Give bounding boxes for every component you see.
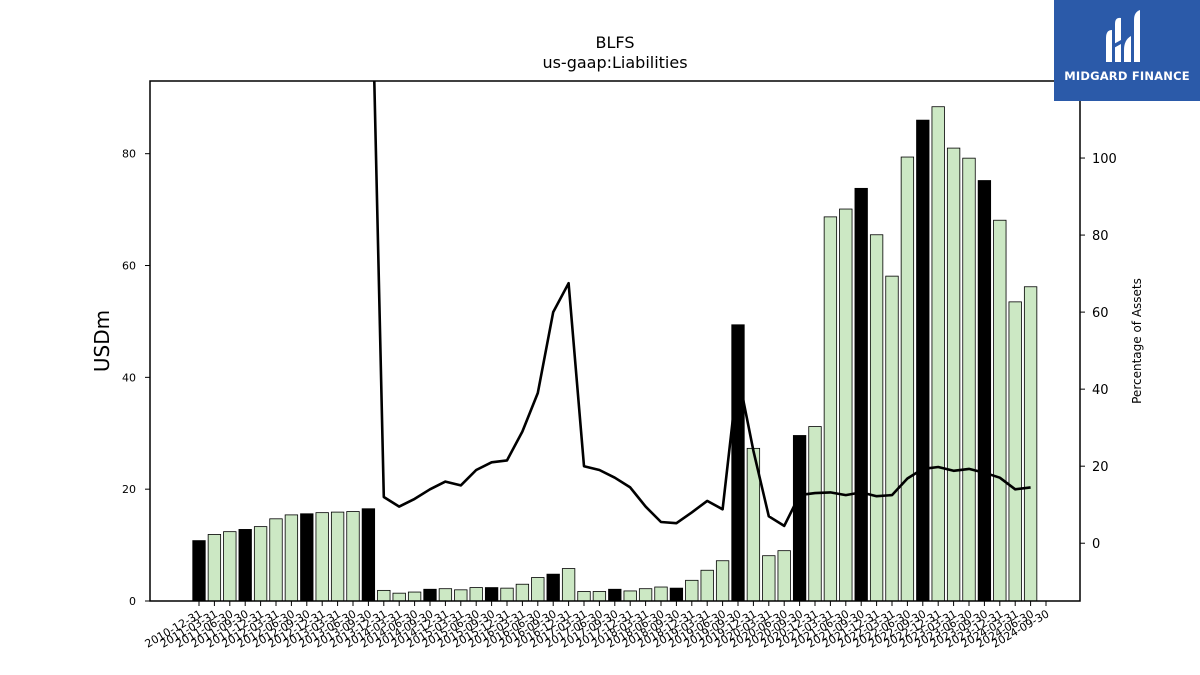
bar-2017-03-31 — [577, 591, 591, 602]
bar-2022-12-31 — [931, 106, 945, 602]
y2-tick-label: 40 — [1092, 383, 1109, 398]
bar-2018-09-30 — [669, 587, 684, 602]
y2-tick-label: 20 — [1092, 460, 1109, 475]
logo-text: MIDGARD FINANCE — [1064, 69, 1190, 83]
bar-2024-06-30 — [1023, 286, 1038, 602]
y-tick-label: 0 — [129, 595, 136, 608]
y2-tick-label: 80 — [1092, 229, 1109, 244]
y2-tick-label: 100 — [1092, 152, 1117, 167]
right-axis-ticks: 0 20 40 60 80 100 — [1080, 152, 1117, 552]
bar-2013-12-31 — [377, 589, 391, 602]
bar-2012-09-30 — [300, 513, 314, 602]
left-axis-ticks: 0 20 40 60 80 — [122, 148, 150, 608]
bar-2021-12-31 — [869, 234, 884, 602]
y-tick-label: 60 — [122, 260, 136, 273]
bar-2023-03-31 — [946, 147, 961, 602]
bar-2011-03-31 — [207, 534, 222, 602]
y-tick-label: 20 — [122, 483, 136, 496]
bar-2022-09-30 — [916, 119, 930, 602]
bar-2021-06-30 — [839, 208, 853, 602]
bar-2015-06-30 — [469, 587, 483, 602]
chart-subtitle: us-gaap:Liabilities — [542, 53, 687, 72]
y2-tick-label: 60 — [1092, 306, 1109, 321]
chart-title: BLFS — [596, 33, 635, 52]
bar-2023-12-31 — [993, 219, 1007, 602]
bar-2020-09-30 — [792, 435, 807, 602]
bar-2012-12-31 — [315, 512, 329, 602]
bar-2014-12-31 — [438, 588, 453, 602]
bar-series — [192, 106, 1038, 602]
bar-2019-06-30 — [715, 560, 730, 602]
bar-2015-03-31 — [454, 589, 468, 602]
y-axis-label: USDm — [90, 310, 114, 372]
bar-2016-12-31 — [561, 568, 576, 602]
bar-2020-03-31 — [762, 555, 776, 602]
bar-2016-06-30 — [531, 577, 545, 602]
bar-2023-09-30 — [977, 180, 992, 602]
bar-2017-12-31 — [623, 590, 637, 602]
bar-2022-06-30 — [900, 156, 915, 602]
bar-2017-06-30 — [592, 591, 607, 602]
bar-2011-09-30 — [238, 529, 252, 602]
percentage-of-assets-line — [373, 80, 1031, 528]
x-axis-ticks: 2010-12-312011-03-312011-06-302011-09-30… — [143, 601, 1052, 651]
bar-2013-09-30 — [361, 508, 376, 602]
bar-2017-09-30 — [608, 588, 622, 602]
midgard-finance-logo: MIDGARD FINANCE — [1054, 0, 1200, 101]
bar-2013-06-30 — [346, 511, 360, 602]
bar-2014-03-31 — [392, 592, 406, 602]
y-tick-label: 80 — [122, 148, 136, 161]
bar-2021-09-30 — [854, 187, 868, 602]
bar-2020-12-31 — [808, 426, 822, 602]
bar-2015-09-30 — [484, 587, 499, 602]
bar-2018-03-31 — [638, 588, 653, 602]
bar-2010-12-31 — [192, 540, 206, 602]
bar-2012-06-30 — [284, 514, 299, 602]
bar-2014-06-30 — [407, 591, 422, 602]
bar-2023-06-30 — [962, 157, 976, 602]
bar-2016-03-31 — [515, 583, 530, 602]
bar-2024-03-31 — [1008, 301, 1022, 602]
bar-2018-06-30 — [654, 586, 668, 602]
bar-2021-03-31 — [823, 216, 838, 602]
bar-2014-09-30 — [423, 588, 437, 602]
logo-mark-icon — [1054, 0, 1200, 101]
bar-2016-09-30 — [546, 573, 560, 602]
bar-2020-06-30 — [777, 550, 791, 602]
bar-2018-12-31 — [685, 579, 699, 602]
bar-2011-12-31 — [253, 526, 268, 602]
bar-2013-03-31 — [330, 511, 345, 602]
bar-2011-06-30 — [223, 531, 237, 602]
y2-tick-label: 0 — [1092, 537, 1100, 552]
bar-2012-03-31 — [269, 518, 283, 602]
bar-2015-12-31 — [500, 587, 514, 602]
bar-2019-03-31 — [700, 569, 714, 602]
bar-2022-03-31 — [885, 275, 899, 602]
y2-axis-label: Percentage of Assets — [1130, 278, 1144, 404]
bar-2019-09-30 — [731, 324, 745, 602]
y-tick-label: 40 — [122, 371, 136, 384]
